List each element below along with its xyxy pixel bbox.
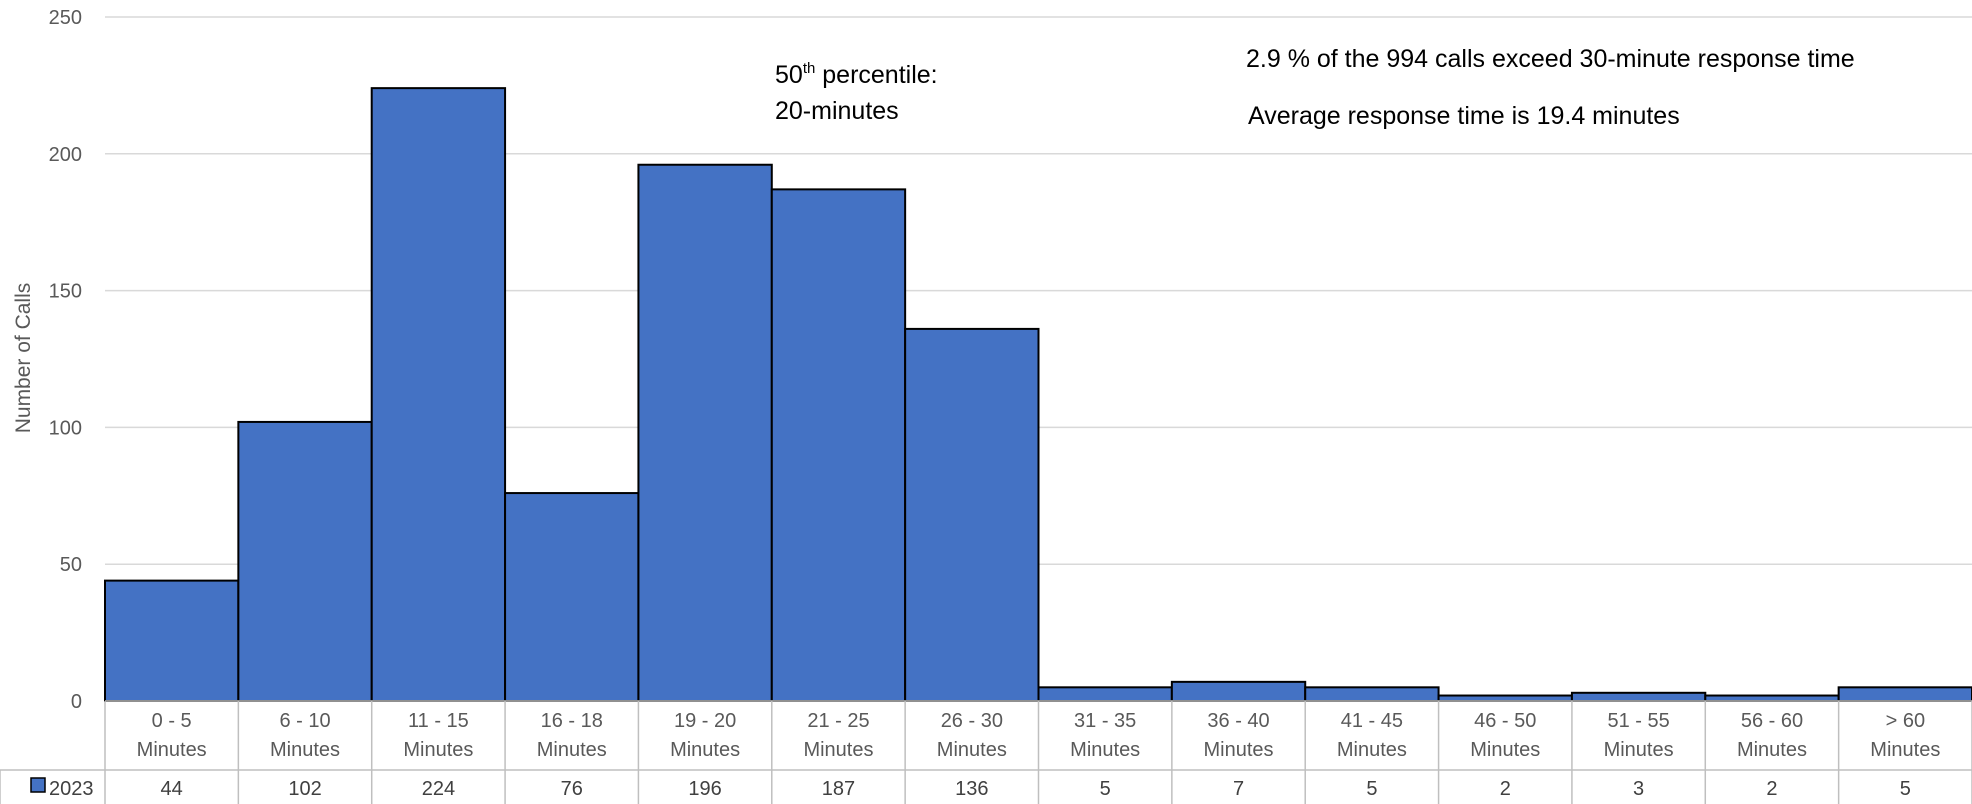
- x-tick-label: 0 - 5: [152, 710, 192, 732]
- x-tick-label: 51 - 55: [1607, 710, 1669, 732]
- x-tick-label: 6 - 10: [279, 710, 330, 732]
- x-tick-label: 56 - 60: [1741, 710, 1803, 732]
- bars: [104, 87, 1972, 703]
- x-tick-label-unit: Minutes: [803, 739, 873, 761]
- bar: [1170, 680, 1307, 703]
- data-table-value: 76: [561, 778, 583, 800]
- bar: [1837, 686, 1972, 703]
- bar: [370, 87, 507, 703]
- y-tick-label: 150: [49, 281, 82, 303]
- y-tick-label: 200: [49, 144, 82, 166]
- bar: [237, 420, 373, 702]
- x-tick-label: 46 - 50: [1474, 710, 1536, 732]
- x-tick-label: 36 - 40: [1207, 710, 1269, 732]
- x-tick-label: 19 - 20: [674, 710, 736, 732]
- data-table-value: 224: [422, 778, 455, 800]
- percentile-superscript: th: [803, 60, 816, 77]
- bar: [504, 492, 640, 702]
- data-table-value: 5: [1366, 778, 1377, 800]
- x-tick-label-unit: Minutes: [1470, 739, 1540, 761]
- bar: [1570, 691, 1707, 702]
- y-tick-label: 0: [71, 691, 82, 713]
- data-table-value: 3: [1633, 778, 1644, 800]
- data-table-value: 102: [288, 778, 321, 800]
- x-tick-label: 41 - 45: [1341, 710, 1403, 732]
- x-tick-label-unit: Minutes: [403, 739, 473, 761]
- legend-series-name: 2023: [49, 778, 94, 800]
- percentile-value: 20-minutes: [775, 97, 899, 125]
- exceed-note: 2.9 % of the 994 calls exceed 30-minute …: [1246, 45, 1855, 73]
- x-tick-label-unit: Minutes: [1337, 739, 1407, 761]
- data-table-value: 136: [955, 778, 988, 800]
- x-tick-label-unit: Minutes: [937, 739, 1007, 761]
- data-table-value: 5: [1100, 778, 1111, 800]
- x-tick-label: 31 - 35: [1074, 710, 1136, 732]
- x-tick-label-unit: Minutes: [1070, 739, 1140, 761]
- x-tick-label-unit: Minutes: [270, 739, 340, 761]
- bar: [637, 163, 773, 702]
- x-tick-label-unit: Minutes: [1204, 739, 1274, 761]
- data-table: 0 - 5 Minutes 44 6 - 10 Minutes 102 11 - 15 Min…: [0, 700, 1972, 804]
- data-table-value: 7: [1233, 778, 1244, 800]
- bar: [1437, 694, 1573, 703]
- x-tick-label: 16 - 18: [541, 710, 603, 732]
- y-axis-label: Number of Calls: [12, 283, 35, 434]
- percentile-label: 50: [775, 61, 803, 89]
- data-table-value: 2: [1500, 778, 1511, 800]
- x-tick-label: 21 - 25: [807, 710, 869, 732]
- x-tick-label-unit: Minutes: [1737, 739, 1807, 761]
- x-tick-label: 11 - 15: [408, 710, 469, 732]
- x-tick-label-unit: Minutes: [1604, 739, 1674, 761]
- y-tick-label: 100: [49, 417, 82, 439]
- x-tick-label-unit: Minutes: [670, 739, 740, 761]
- x-tick-label: 26 - 30: [941, 710, 1003, 732]
- data-table-value: 2: [1766, 778, 1777, 800]
- percentile-annotation: 50th percentile:: [775, 60, 938, 89]
- bar: [1304, 686, 1440, 703]
- data-table-value: 187: [822, 778, 855, 800]
- percentile-text: percentile:: [815, 61, 937, 89]
- y-tick-label: 250: [49, 7, 82, 29]
- bar: [904, 327, 1040, 702]
- bar: [104, 579, 240, 703]
- data-table-value: 196: [688, 778, 721, 800]
- x-tick-label-unit: Minutes: [537, 739, 607, 761]
- x-tick-label: > 60: [1886, 710, 1925, 732]
- data-table-value: 44: [161, 778, 183, 800]
- x-tick-label-unit: Minutes: [137, 739, 207, 761]
- bar: [1704, 694, 1840, 703]
- average-note: Average response time is 19.4 minutes: [1248, 102, 1680, 130]
- x-tick-label-unit: Minutes: [1870, 739, 1940, 761]
- legend-swatch: [30, 777, 46, 793]
- bar: [770, 188, 907, 702]
- y-axis-ticks: 0 50 100 150 200 250: [49, 7, 82, 713]
- bar: [1037, 686, 1173, 703]
- data-table-value: 5: [1900, 778, 1911, 800]
- y-tick-label: 50: [60, 554, 82, 576]
